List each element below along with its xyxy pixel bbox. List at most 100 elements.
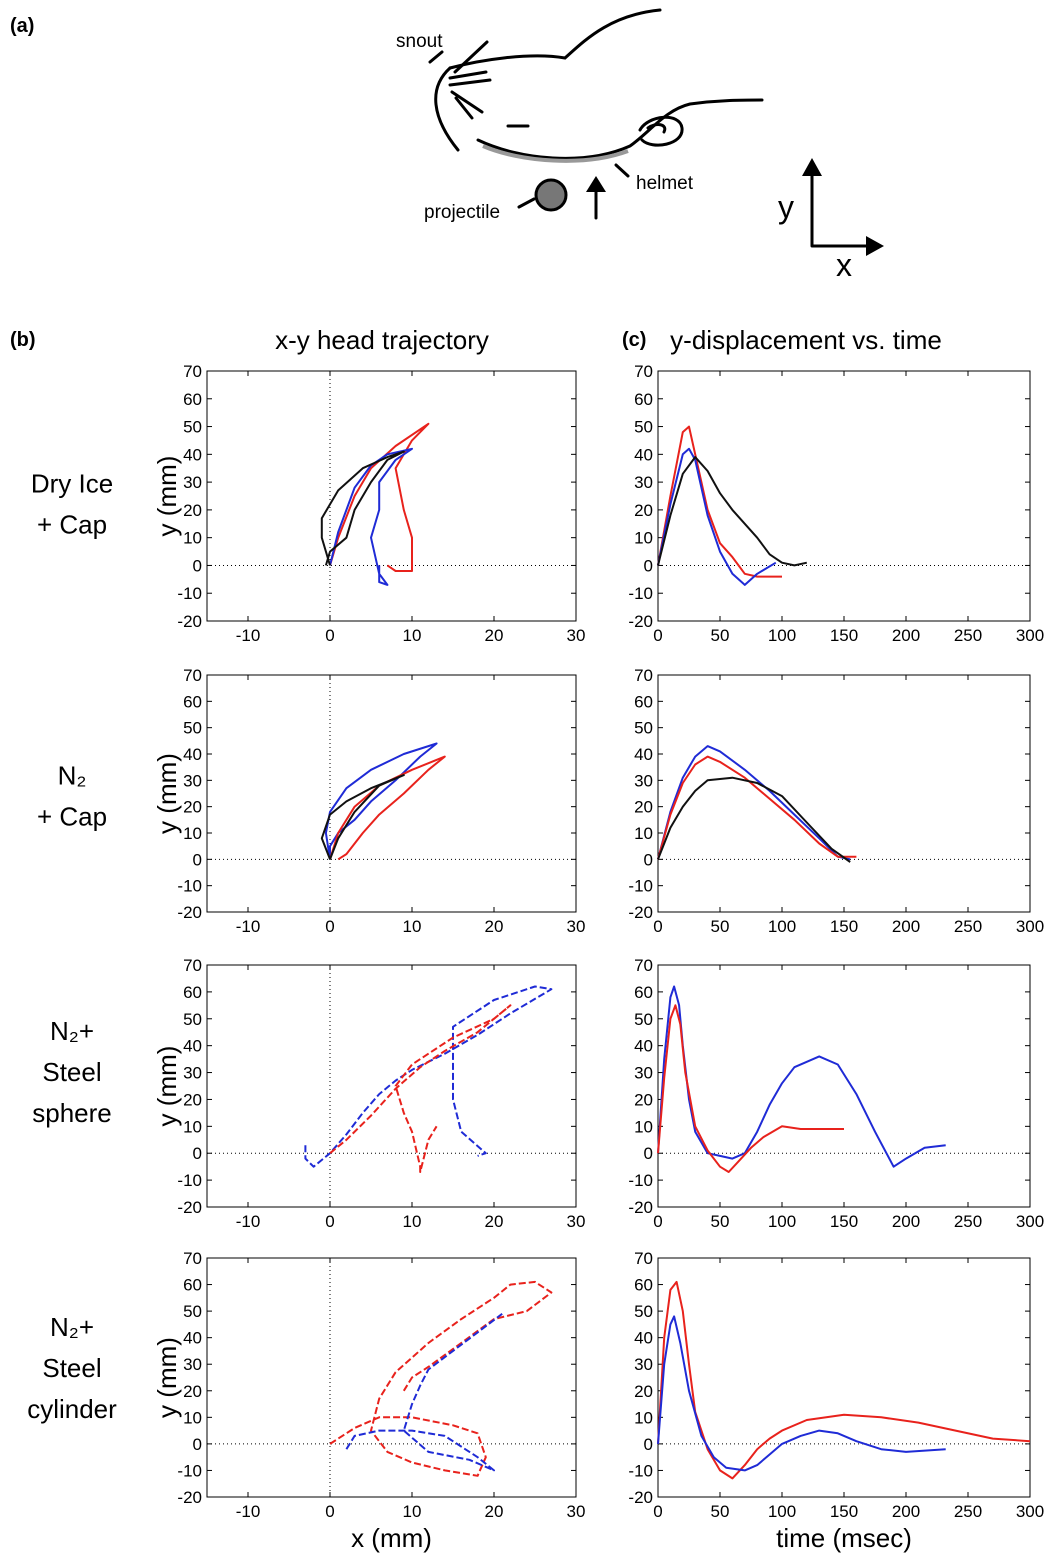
x-tick-label: 250 <box>954 1212 982 1231</box>
y-tick-label: 70 <box>183 956 202 975</box>
x-tick-label: 20 <box>485 1502 504 1521</box>
x-tick-label: 200 <box>892 1212 920 1231</box>
y-tick-label: 70 <box>183 666 202 685</box>
y-tick-label: 60 <box>634 390 653 409</box>
row-label: Steel <box>42 1353 101 1383</box>
y-axis-label: y (mm) <box>152 1337 182 1418</box>
mouse-sketch <box>428 8 884 256</box>
y-tick-label: -20 <box>628 1488 653 1507</box>
data-line <box>320 774 405 860</box>
data-line <box>329 1004 512 1173</box>
y-tick-label: -20 <box>628 1198 653 1217</box>
y-tick-label: 70 <box>634 666 653 685</box>
y-tick-label: 10 <box>183 1408 202 1427</box>
y-tick-label: -10 <box>628 1461 653 1480</box>
data-line <box>324 742 438 860</box>
y-tick-label: 30 <box>183 1064 202 1083</box>
y-tick-label: 20 <box>183 798 202 817</box>
x-tick-label: 200 <box>892 917 920 936</box>
x-tick-label: 50 <box>711 917 730 936</box>
y-tick-label: -10 <box>628 584 653 603</box>
y-tick-label: -10 <box>628 1171 653 1190</box>
y-tick-label: 20 <box>183 501 202 520</box>
y-tick-label: -20 <box>177 903 202 922</box>
x-tick-label: 10 <box>403 626 422 645</box>
data-line <box>657 1315 946 1472</box>
x-tick-label: 150 <box>830 626 858 645</box>
y-tick-label: -20 <box>628 612 653 631</box>
y-tick-label: 50 <box>183 418 202 437</box>
y-tick-label: 10 <box>183 1117 202 1136</box>
y-tick-label: 70 <box>183 362 202 381</box>
x-tick-label: 30 <box>567 1212 586 1231</box>
data-line <box>657 1004 844 1173</box>
x-tick-label: 300 <box>1016 1212 1044 1231</box>
plot-frame <box>206 370 577 622</box>
y-tick-label: -10 <box>177 584 202 603</box>
y-tick-label: -10 <box>628 877 653 896</box>
data-line <box>320 450 405 566</box>
column-title: x-y head trajectory <box>275 325 489 355</box>
plot-frame <box>657 674 1031 913</box>
y-tick-label: -20 <box>628 903 653 922</box>
y-tick-label: 10 <box>183 824 202 843</box>
column-title: y-displacement vs. time <box>670 325 942 355</box>
x-tick-label: 0 <box>653 917 662 936</box>
x-tick-label: 250 <box>954 626 982 645</box>
x-tick-label: -10 <box>236 1502 261 1521</box>
y-tick-label: 0 <box>644 1435 653 1454</box>
y-tick-label: 50 <box>183 1010 202 1029</box>
x-tick-label: -10 <box>236 626 261 645</box>
plot-frame <box>206 964 577 1208</box>
data-line <box>329 422 430 572</box>
x-tick-label: 0 <box>325 1212 334 1231</box>
x-tick-label: -10 <box>236 1212 261 1231</box>
y-tick-label: 40 <box>183 745 202 764</box>
y-tick-label: 60 <box>634 983 653 1002</box>
data-line <box>657 755 857 860</box>
x-tick-label: 0 <box>653 626 662 645</box>
y-axis-label: y (mm) <box>152 753 182 834</box>
y-tick-label: 30 <box>183 473 202 492</box>
y-tick-label: 60 <box>634 1276 653 1295</box>
panel-label: (a) <box>10 15 34 37</box>
y-tick-label: 30 <box>634 473 653 492</box>
y-tick-label: 0 <box>644 556 653 575</box>
y-tick-label: -20 <box>177 612 202 631</box>
y-tick-label: 70 <box>634 362 653 381</box>
y-tick-label: 10 <box>634 1117 653 1136</box>
y-tick-label: 30 <box>183 1355 202 1374</box>
panel-label: (b) <box>10 329 36 351</box>
y-tick-label: 40 <box>634 1037 653 1056</box>
y-tick-label: 70 <box>634 956 653 975</box>
x-tick-label: 200 <box>892 626 920 645</box>
x-tick-label: 30 <box>567 1502 586 1521</box>
x-tick-label: 20 <box>485 626 504 645</box>
row-label: N₂ <box>58 761 87 791</box>
y-tick-label: 20 <box>183 1382 202 1401</box>
x-tick-label: 250 <box>954 917 982 936</box>
data-line <box>657 745 851 861</box>
x-tick-label: 300 <box>1016 626 1044 645</box>
diagram-label: snout <box>396 31 443 52</box>
y-tick-label: 50 <box>634 719 653 738</box>
y-tick-label: 10 <box>634 1408 653 1427</box>
data-line <box>657 985 946 1168</box>
x-tick-label: 10 <box>403 917 422 936</box>
y-tick-label: 20 <box>634 501 653 520</box>
y-tick-label: 50 <box>634 1302 653 1321</box>
data-line <box>657 456 808 567</box>
diagram-label: helmet <box>636 173 694 194</box>
y-tick-label: 30 <box>634 1355 653 1374</box>
x-tick-label: 20 <box>485 917 504 936</box>
x-tick-label: 0 <box>325 626 334 645</box>
row-label: Steel <box>42 1057 101 1087</box>
x-axis-label: x (mm) <box>351 1523 432 1553</box>
x-tick-label: 300 <box>1016 1502 1044 1521</box>
y-tick-label: 30 <box>634 771 653 790</box>
y-tick-label: -10 <box>177 1461 202 1480</box>
x-tick-label: 20 <box>485 1212 504 1231</box>
y-tick-label: 10 <box>634 824 653 843</box>
row-label: + Cap <box>37 802 107 832</box>
